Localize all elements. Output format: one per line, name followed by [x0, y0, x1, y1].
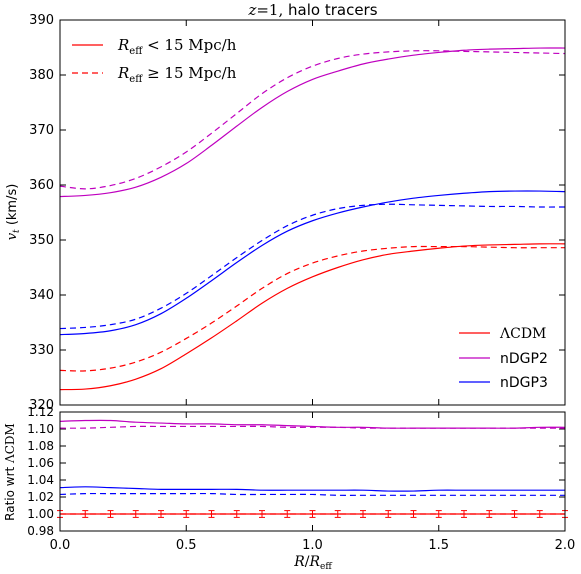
- bottom-series-line-1-dashed: [59, 425, 565, 429]
- x-tick-label: 1.0: [302, 538, 323, 553]
- top-y-tick-label: 330: [29, 343, 54, 358]
- bottom-y-tick-label: 1.02: [27, 490, 54, 504]
- bottom-y-tick-label: 1.06: [27, 456, 54, 470]
- top-y-tick-labels: 320 330 340 350 360 370 380 390: [29, 13, 54, 413]
- top-series-line-3-dashed: [59, 50, 566, 190]
- legend-reff-large-label: Reff ≥ 15 Mpc/h: [117, 64, 237, 85]
- bottom-y-tick-label: 1.10: [27, 422, 54, 436]
- bottom-y-tick-labels: 0.98 1.00 1.02 1.04 1.06 1.08 1.10 1.12: [27, 405, 54, 538]
- bottom-y-tick-label: 1.12: [27, 405, 54, 419]
- legend-lcdm-label: ΛCDM: [499, 326, 546, 342]
- top-y-tick-label: 350: [29, 233, 54, 248]
- top-y-tick-label: 390: [29, 13, 54, 28]
- bottom-series-line-3-dashed: [59, 492, 565, 496]
- bottom-series-line-2-solid: [59, 486, 565, 492]
- bottom-plot-frame: [59, 411, 566, 532]
- x-axis-label: R/Reff: [293, 554, 332, 572]
- bottom-y-tick-label: 0.98: [27, 524, 54, 538]
- legend-ndgp3-label: nDGP3: [500, 375, 548, 391]
- legend-reff: Reff < 15 Mpc/h Reff ≥ 15 Mpc/h: [72, 36, 237, 85]
- bottom-y-axis-label: Ratio wrt ΛCDM: [3, 423, 17, 521]
- x-tick-label: 0.0: [50, 538, 71, 553]
- x-tick-label: 1.5: [428, 538, 449, 553]
- top-y-tick-label: 360: [29, 178, 54, 193]
- chart-title: z=1, halo tracers: [247, 1, 377, 19]
- bottom-y-tick-label: 1.00: [27, 507, 54, 521]
- legend-models: ΛCDM nDGP2 nDGP3: [459, 326, 548, 391]
- top-y-tick-label: 370: [29, 123, 54, 138]
- bottom-y-tick-label: 1.04: [27, 473, 54, 487]
- top-y-tick-label: 380: [29, 68, 54, 83]
- bottom-y-tick-label: 1.08: [27, 439, 54, 453]
- bottom-panel: 0.98 1.00 1.02 1.04 1.06 1.08 1.10 1.12 0.0 0.5 1…: [3, 405, 575, 572]
- top-series-line-1-dashed: [59, 245, 565, 372]
- legend-ndgp2-label: nDGP2: [500, 351, 548, 367]
- legend-reff-small-label: Reff < 15 Mpc/h: [117, 36, 237, 57]
- top-series-line-0-solid: [59, 243, 566, 391]
- top-plot-frame: [59, 19, 566, 406]
- top-series-lines: [59, 47, 566, 391]
- top-y-tick-label: 340: [29, 288, 54, 303]
- top-series-line-5-dashed: [59, 203, 566, 330]
- bottom-x-tick-labels: 0.0 0.5 1.0 1.5 2.0: [50, 538, 576, 553]
- top-series-line-2-solid: [59, 47, 566, 198]
- top-y-axis-label: vt (km/s): [5, 184, 22, 241]
- top-series-line-4-solid: [59, 190, 566, 336]
- x-tick-label: 2.0: [555, 538, 576, 553]
- bottom-series-lines: [59, 419, 566, 515]
- top-panel: z=1, halo tracers 3203303403503603703803…: [5, 1, 566, 413]
- x-tick-label: 0.5: [176, 538, 197, 553]
- top-y-tick-label: 320: [29, 398, 54, 413]
